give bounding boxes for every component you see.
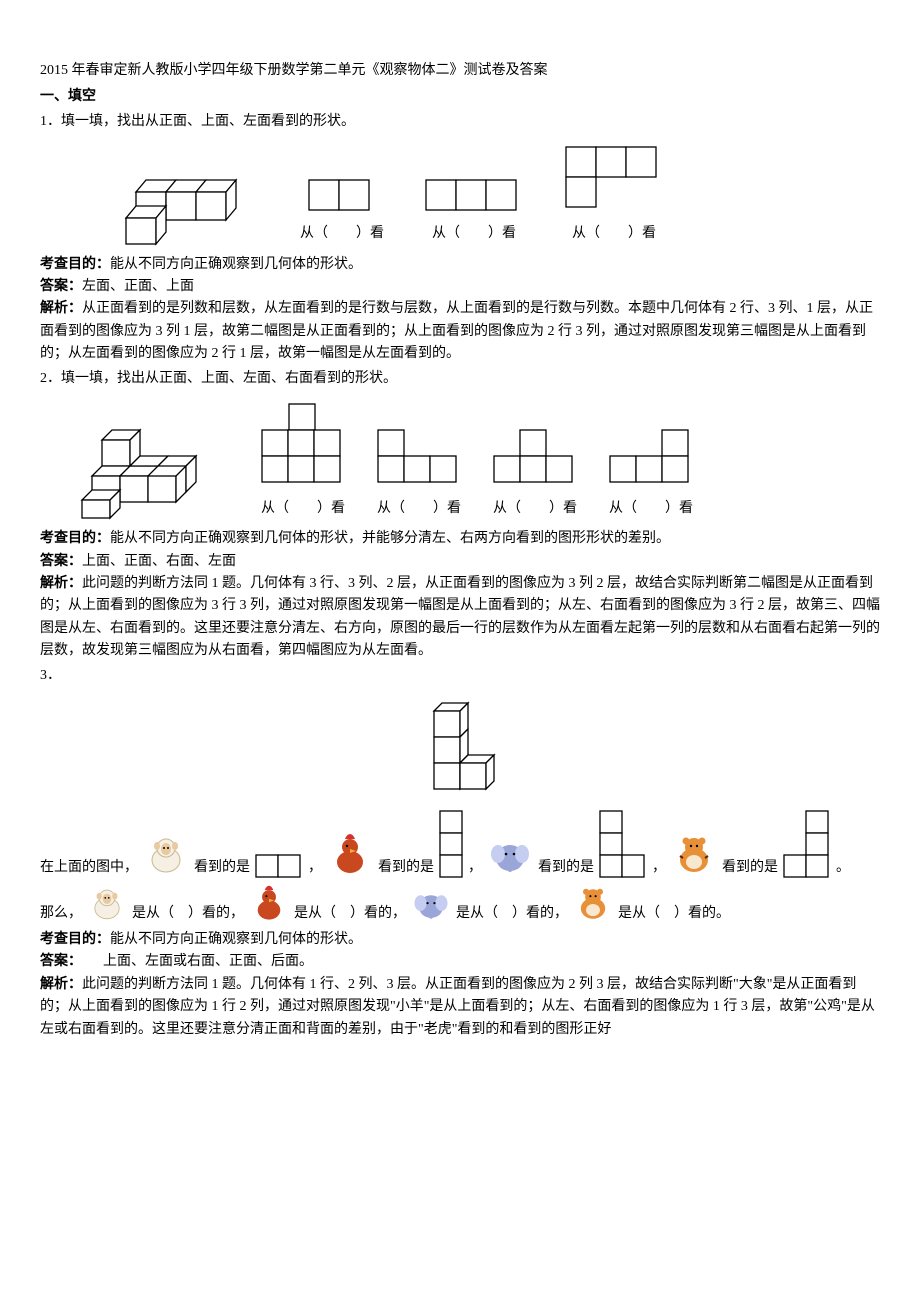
kcmd-text: 能从不同方向正确观察到几何体的形状，并能够分清左、右两方向看到的图形形状的差别。 [110, 531, 670, 546]
q1-analysis: 解析：从正面看到的是列数和层数，从左面看到的是行数与层数，从上面看到的是行数与列… [40, 298, 880, 365]
q3-analysis: 解析：此问题的判断方法同 1 题。几何体有 1 行、2 列、3 层。从正面看到的… [40, 974, 880, 1041]
answer-label: 答案： [40, 279, 82, 294]
tiger-icon [572, 883, 614, 925]
text: ， [652, 857, 666, 879]
q1-answer: 答案：左面、正面、上面 [40, 276, 880, 298]
q3-prefix: 在上面的图中， [40, 857, 138, 879]
caption: 从（ ）看 [609, 498, 693, 520]
q2-text: 2．填一填，找出从正面、上面、左面、右面看到的形状。 [40, 368, 880, 390]
caption: 从（ ）看 [432, 223, 516, 245]
analysis-label: 解析： [40, 977, 82, 992]
q2-figures: 从（ ）看 从（ ）看 从（ ）看 从（ ）看 [80, 402, 880, 520]
elephant-icon [410, 883, 452, 925]
section-heading: 一、填空 [40, 86, 880, 108]
q2-view2: 从（ ）看 [376, 428, 462, 520]
grid-icon [492, 428, 578, 488]
q3-num: 3． [40, 665, 880, 687]
caption: 从（ ）看 [261, 498, 345, 520]
text: 是从（ ）看的， [132, 903, 244, 925]
text: 看到的是 [722, 857, 778, 879]
caption: 从（ ）看 [493, 498, 577, 520]
answer-text: 上面、正面、右面、左面 [82, 554, 236, 569]
sheep-icon [86, 883, 128, 925]
doc-title: 2015 年春审定新人教版小学四年级下册数学第二单元《观察物体二》测试卷及答案 [40, 60, 880, 82]
q3-answer: 答案： 上面、左面或右面、正面、后面。 [40, 951, 880, 973]
tiger-icon [670, 831, 718, 879]
solid-3d-icon [80, 420, 230, 520]
q3-line2-prefix: 那么， [40, 903, 82, 925]
q3-kcmd: 考查目的：能从不同方向正确观察到几何体的形状。 [40, 929, 880, 951]
elephant-icon [486, 831, 534, 879]
q2-kcmd: 考查目的：能从不同方向正确观察到几何体的形状，并能够分清左、右两方向看到的图形形… [40, 528, 880, 550]
q3-solid [40, 693, 880, 803]
sheep-icon [142, 831, 190, 879]
q3-line2: 那么， 是从（ ）看的， 是从（ ）看的， 是从（ ）看的， [40, 883, 880, 925]
grid-1x3-icon [438, 809, 464, 879]
answer-text: 上面、左面或右面、正面、后面。 [75, 954, 313, 969]
q2-view1: 从（ ）看 [260, 402, 346, 520]
text: 是从（ ）看的， [294, 903, 406, 925]
grid-3x1-icon [424, 178, 524, 213]
rooster-icon [248, 883, 290, 925]
q1-kcmd: 考查目的：能从不同方向正确观察到几何体的形状。 [40, 254, 880, 276]
kcmd-label: 考查目的： [40, 531, 110, 546]
q2-view4: 从（ ）看 [608, 428, 694, 520]
q2-view3: 从（ ）看 [492, 428, 578, 520]
grid-2x1-icon [254, 853, 304, 879]
solid-3d-icon [420, 693, 500, 803]
text: 看到的是 [378, 857, 434, 879]
analysis-label: 解析： [40, 301, 82, 316]
answer-text: 左面、正面、上面 [82, 279, 194, 294]
caption: 从（ ）看 [377, 498, 461, 520]
caption: 从（ ）看 [300, 223, 384, 245]
grid-icon [376, 428, 462, 488]
q1-view2: 从（ ）看 [424, 178, 524, 245]
text: ， [308, 857, 322, 879]
solid-3d-icon [120, 166, 260, 246]
grid-icon [260, 402, 346, 488]
analysis-text: 此问题的判断方法同 1 题。几何体有 3 行、3 列、2 层，从正面看到的图像应… [40, 576, 880, 658]
text: 。 [836, 857, 850, 879]
grid-Lr-icon [782, 809, 832, 879]
grid-icon [608, 428, 694, 488]
rooster-icon [326, 831, 374, 879]
caption: 从（ ）看 [572, 223, 656, 245]
q2-solid [80, 420, 230, 520]
grid-top-icon [564, 145, 664, 213]
analysis-text: 从正面看到的是列数和层数，从左面看到的是行数与层数，从上面看到的是行数与列数。本… [40, 301, 873, 361]
answer-label: 答案： [40, 954, 75, 969]
q1-view3: 从（ ）看 [564, 145, 664, 245]
kcmd-label: 考查目的： [40, 257, 110, 272]
q2-answer: 答案：上面、正面、右面、左面 [40, 551, 880, 573]
text: 看到的是 [538, 857, 594, 879]
grid-L-icon [598, 809, 648, 879]
q1-text: 1．填一填，找出从正面、上面、左面看到的形状。 [40, 111, 880, 133]
q3-line1: 在上面的图中， 看到的是 ， 看到的是 ， [40, 809, 880, 879]
kcmd-text: 能从不同方向正确观察到几何体的形状。 [110, 932, 362, 947]
grid-2x1-icon [307, 178, 377, 213]
text: 是从（ ）看的， [456, 903, 568, 925]
answer-label: 答案： [40, 554, 82, 569]
q2-analysis: 解析：此问题的判断方法同 1 题。几何体有 3 行、3 列、2 层，从正面看到的… [40, 573, 880, 663]
kcmd-text: 能从不同方向正确观察到几何体的形状。 [110, 257, 362, 272]
q1-view1: 从（ ）看 [300, 178, 384, 245]
q1-figures: 从（ ）看 从（ ）看 从（ ）看 [120, 145, 880, 245]
text: 是从（ ）看的。 [618, 903, 730, 925]
q1-solid [120, 166, 260, 246]
analysis-text: 此问题的判断方法同 1 题。几何体有 1 行、2 列、3 层。从正面看到的图像应… [40, 977, 875, 1037]
kcmd-label: 考查目的： [40, 932, 110, 947]
analysis-label: 解析： [40, 576, 82, 591]
text: 看到的是 [194, 857, 250, 879]
text: ， [468, 857, 482, 879]
